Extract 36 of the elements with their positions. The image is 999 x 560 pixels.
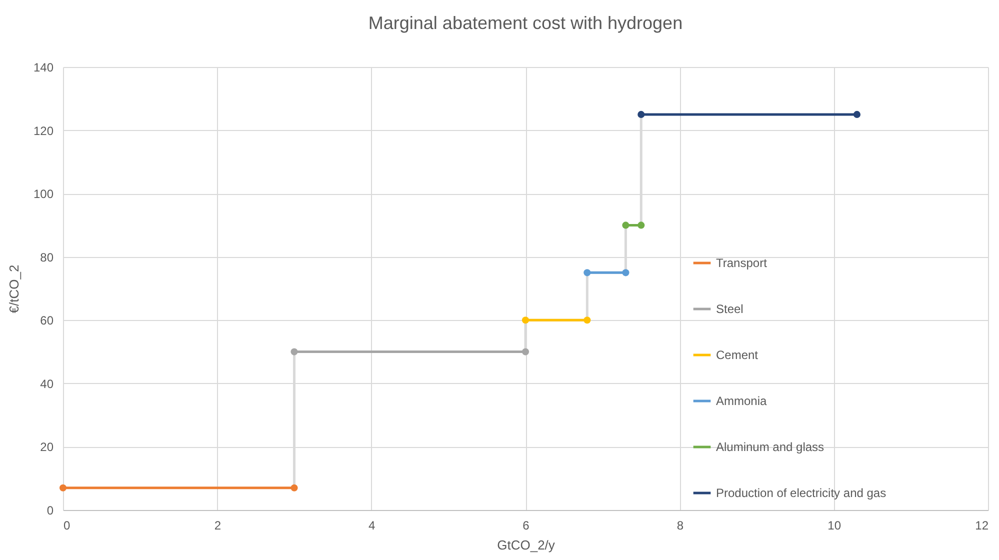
x-tick-label: 2 [214, 518, 222, 532]
y-axis-title: €/tCO_2 [6, 264, 22, 314]
legend-label: Production of electricity and gas [716, 486, 886, 500]
x-tick-label: 6 [522, 518, 530, 532]
point [290, 484, 298, 492]
y-tick-label: 0 [46, 504, 54, 518]
legend-label: Cement [716, 348, 759, 362]
point [59, 484, 67, 492]
legend-label: Steel [716, 302, 744, 316]
y-tick-label: 20 [40, 440, 54, 454]
point [638, 110, 645, 118]
y-tick-label: 120 [33, 124, 54, 138]
point [584, 269, 591, 276]
x-tick-label: 8 [676, 518, 684, 532]
x-tick-label: 0 [64, 518, 70, 532]
x-axis-title: GtCO_2/y [497, 538, 556, 552]
y-tick-label: 80 [40, 250, 54, 264]
point [622, 222, 630, 229]
y-tick-label: 60 [40, 314, 54, 328]
x-tick-label: 4 [368, 518, 376, 532]
y-tick-label: 100 [33, 187, 54, 202]
point [638, 222, 645, 229]
point [522, 348, 530, 356]
point [522, 316, 530, 324]
x-tick-label: 10 [828, 518, 842, 532]
x-tick-label: 12 [975, 518, 989, 532]
legend-label: Transport [716, 256, 768, 270]
point [622, 269, 630, 276]
y-tick-label: 140 [33, 60, 54, 74]
chart-title: Marginal abatement cost with hydrogen [368, 13, 683, 33]
point [853, 110, 860, 118]
point [584, 316, 591, 324]
y-tick-label: 40 [40, 376, 54, 391]
point [290, 348, 298, 356]
legend-label: Aluminum and glass [716, 440, 824, 454]
legend-label: Ammonia [716, 394, 768, 408]
